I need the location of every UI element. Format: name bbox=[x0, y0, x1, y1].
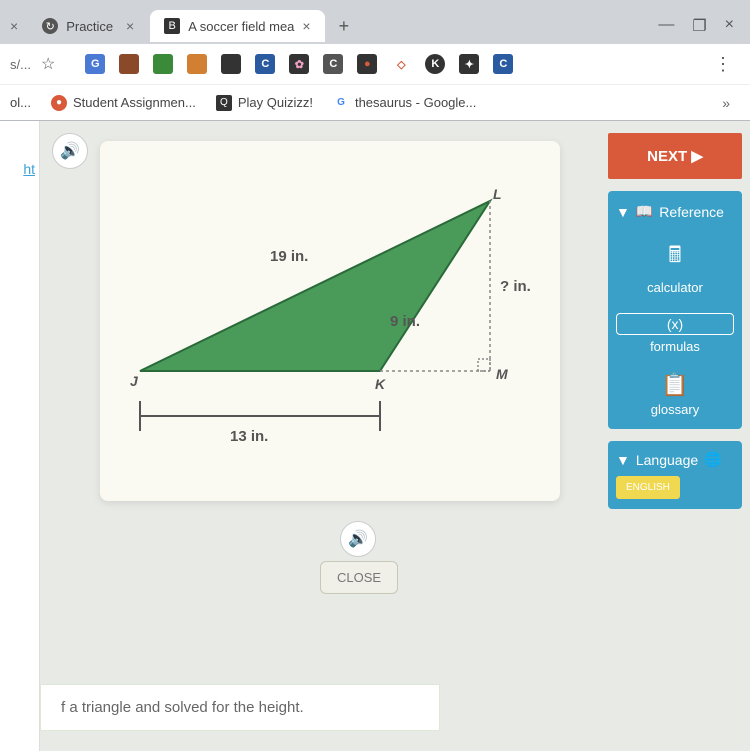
window-controls: — ❐ × bbox=[642, 16, 750, 36]
google-icon: G bbox=[333, 95, 349, 111]
ext-icon[interactable]: ● bbox=[357, 54, 377, 74]
vertex-k: K bbox=[375, 376, 386, 392]
left-link[interactable]: ht bbox=[0, 161, 35, 177]
ext-icon[interactable]: ✦ bbox=[459, 54, 479, 74]
close-window-button[interactable]: × bbox=[725, 16, 734, 36]
ext-icon[interactable] bbox=[221, 54, 241, 74]
glossary-button[interactable]: 📋 glossary bbox=[616, 372, 734, 417]
bookmark-icon: Q bbox=[216, 95, 232, 111]
sidebar: NEXT ▶ ▼ 📖 Reference 🖩 calculator (x) fo… bbox=[600, 121, 750, 751]
maximize-button[interactable]: ❐ bbox=[692, 16, 706, 36]
bookmark-label: Student Assignmen... bbox=[73, 95, 196, 110]
audio-button-bottom[interactable]: 🔊 bbox=[340, 521, 376, 557]
bookmark-star-icon[interactable]: ☆ bbox=[41, 54, 55, 74]
url-text: s/... bbox=[10, 57, 31, 72]
english-button[interactable]: ENGLISH bbox=[616, 476, 680, 499]
formulas-button[interactable]: (x) formulas bbox=[616, 313, 734, 354]
globe-icon: 🌐 bbox=[704, 451, 721, 468]
ext-icon[interactable] bbox=[153, 54, 173, 74]
chevron-down-icon: ▼ bbox=[616, 452, 630, 468]
left-panel: ht bbox=[0, 121, 40, 751]
formulas-icon: (x) bbox=[616, 313, 734, 335]
ext-icon[interactable] bbox=[187, 54, 207, 74]
ext-translate-icon[interactable]: G bbox=[85, 54, 105, 74]
measure-jl: 19 in. bbox=[270, 248, 308, 265]
tab-icon-b: B bbox=[164, 18, 180, 34]
measure-lm: ? in. bbox=[500, 278, 531, 295]
glossary-label: glossary bbox=[651, 402, 699, 417]
triangle-svg: J K L M 19 in. 9 in. ? in. 13 in. bbox=[100, 141, 560, 501]
content-area: ht 🔊 J K L M 19 in. 9 in. ? in. 13 in. bbox=[0, 121, 750, 751]
ext-icon[interactable]: C bbox=[323, 54, 343, 74]
language-header[interactable]: ▼ Language 🌐 bbox=[616, 451, 734, 468]
tab-title: A soccer field mea bbox=[188, 19, 294, 34]
bookmark-item[interactable]: ol... bbox=[10, 95, 31, 110]
next-button[interactable]: NEXT ▶ bbox=[608, 133, 742, 179]
close-icon[interactable]: × bbox=[126, 18, 134, 34]
solution-text: f a triangle and solved for the height. bbox=[40, 684, 440, 731]
bookmark-label: ol... bbox=[10, 95, 31, 110]
vertex-m: M bbox=[496, 366, 508, 382]
calculator-label: calculator bbox=[647, 280, 703, 295]
bookmark-label: Play Quizizz! bbox=[238, 95, 313, 110]
extension-icons: G C ✿ C ● ◇ K ✦ C bbox=[85, 54, 513, 74]
calculator-icon: 🖩 bbox=[616, 238, 734, 276]
minimize-button[interactable]: — bbox=[658, 16, 674, 36]
audio-button-top[interactable]: 🔊 bbox=[52, 133, 88, 169]
chevron-down-icon: ▼ bbox=[616, 204, 630, 220]
bookmark-icon: ● bbox=[51, 95, 67, 111]
right-angle-mark bbox=[478, 359, 490, 371]
close-icon[interactable]: × bbox=[302, 18, 310, 34]
close-button[interactable]: CLOSE bbox=[320, 561, 398, 594]
tab-icon-practice: ↻ bbox=[42, 18, 58, 34]
browser-chrome: × ↻ Practice × B A soccer field mea × + … bbox=[0, 0, 750, 121]
bookmarks-bar: ol... ● Student Assignmen... Q Play Quiz… bbox=[0, 84, 750, 120]
ext-icon[interactable]: K bbox=[425, 54, 445, 74]
ext-icon[interactable]: C bbox=[255, 54, 275, 74]
bookmark-thesaurus[interactable]: G thesaurus - Google... bbox=[333, 95, 476, 111]
measure-jk: 13 in. bbox=[230, 428, 268, 445]
vertex-j: J bbox=[130, 373, 139, 389]
ext-icon[interactable]: ◇ bbox=[391, 54, 411, 74]
url-bar: s/... ☆ G C ✿ C ● ◇ K ✦ C ⋮ bbox=[0, 44, 750, 84]
bookmark-quizizz[interactable]: Q Play Quizizz! bbox=[216, 95, 313, 111]
tab-bar: × ↻ Practice × B A soccer field mea × + … bbox=[0, 0, 750, 44]
measure-kl: 9 in. bbox=[390, 313, 420, 330]
tab-soccer[interactable]: B A soccer field mea × bbox=[150, 10, 324, 42]
language-panel: ▼ Language 🌐 ENGLISH bbox=[608, 441, 742, 509]
reference-header[interactable]: ▼ 📖 Reference bbox=[616, 203, 734, 220]
triangle-diagram: J K L M 19 in. 9 in. ? in. 13 in. bbox=[100, 141, 560, 501]
ext-icon[interactable]: ✿ bbox=[289, 54, 309, 74]
reference-title: Reference bbox=[659, 204, 724, 220]
reference-panel: ▼ 📖 Reference 🖩 calculator (x) formulas … bbox=[608, 191, 742, 429]
reference-icon: 📖 bbox=[636, 203, 653, 220]
tab-close-left[interactable]: × bbox=[0, 18, 28, 34]
language-title: Language bbox=[636, 452, 698, 468]
new-tab-button[interactable]: + bbox=[327, 16, 362, 37]
triangle-jkl bbox=[140, 201, 490, 371]
bookmarks-overflow-icon[interactable]: » bbox=[722, 95, 740, 111]
calculator-button[interactable]: 🖩 calculator bbox=[616, 238, 734, 295]
bookmark-label: thesaurus - Google... bbox=[355, 95, 476, 110]
main-panel: 🔊 J K L M 19 in. 9 in. ? in. 13 in. 🔊 bbox=[40, 121, 600, 751]
ext-icon[interactable] bbox=[119, 54, 139, 74]
bookmark-student[interactable]: ● Student Assignmen... bbox=[51, 95, 196, 111]
tab-title: Practice bbox=[66, 19, 113, 34]
formulas-label: formulas bbox=[650, 339, 700, 354]
more-menu-icon[interactable]: ⋮ bbox=[706, 54, 740, 75]
tab-practice[interactable]: ↻ Practice × bbox=[28, 10, 148, 42]
glossary-icon: 📋 bbox=[616, 372, 734, 398]
vertex-l: L bbox=[493, 186, 502, 202]
ext-icon[interactable]: C bbox=[493, 54, 513, 74]
